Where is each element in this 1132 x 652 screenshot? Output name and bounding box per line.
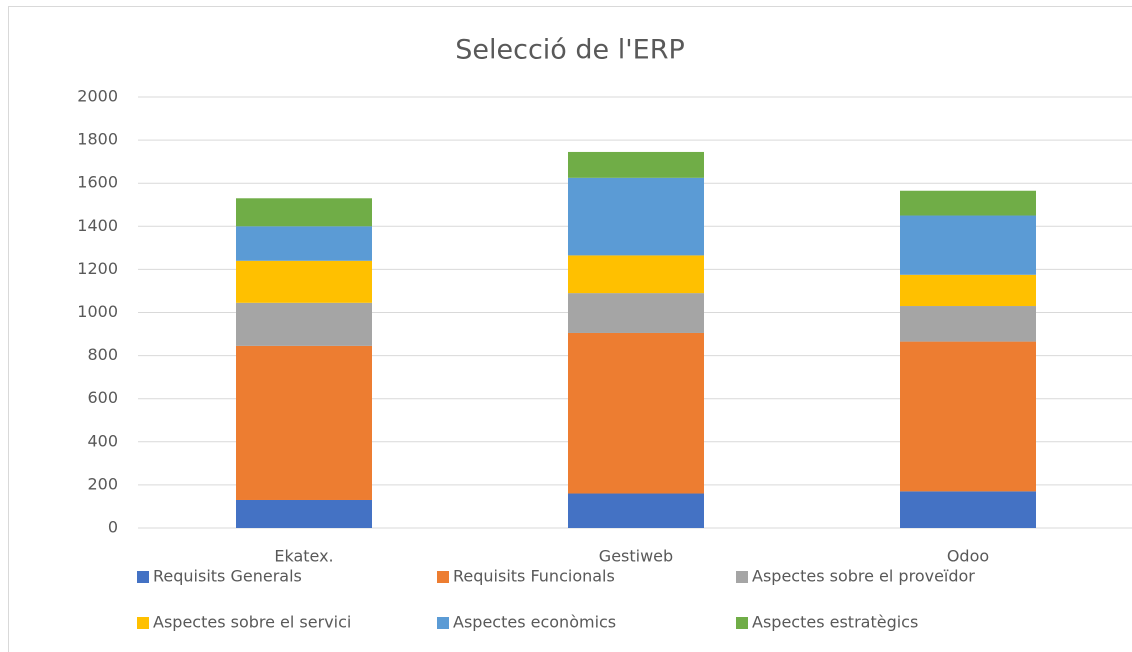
bar-segment <box>568 255 704 294</box>
legend-label: Aspectes econòmics <box>453 613 616 632</box>
bar-segment <box>236 302 372 346</box>
y-tick-label: 2000 <box>77 87 118 106</box>
y-tick-label: 1800 <box>77 130 118 149</box>
x-tick-label: Odoo <box>947 547 989 566</box>
bar-segment <box>568 293 704 333</box>
legend-swatch <box>437 617 449 629</box>
bar-segment <box>568 493 704 528</box>
bar-segment <box>900 215 1036 275</box>
bar-segment <box>236 198 372 227</box>
legend-label: Requisits Generals <box>153 567 302 586</box>
legend-label: Aspectes sobre el proveïdor <box>752 567 975 586</box>
bar-segment <box>900 491 1036 528</box>
legend-label: Aspectes estratègics <box>752 613 918 632</box>
legend-swatch <box>736 617 748 629</box>
y-tick-label: 1000 <box>77 302 118 321</box>
bar-segment <box>568 177 704 256</box>
bar-segment <box>900 341 1036 492</box>
bar-segment <box>236 499 372 528</box>
legend-label: Requisits Funcionals <box>453 567 615 586</box>
y-tick-label: 800 <box>87 345 118 364</box>
y-tick-label: 400 <box>87 431 118 450</box>
legend-swatch <box>137 617 149 629</box>
legend-swatch <box>137 571 149 583</box>
y-tick-label: 0 <box>108 518 118 537</box>
legend-swatch <box>437 571 449 583</box>
bar-segment <box>236 345 372 500</box>
legend-swatch <box>736 571 748 583</box>
legend-label: Aspectes sobre el servici <box>153 613 351 632</box>
y-tick-label: 1200 <box>77 259 118 278</box>
chart-title: Selecció de l'ERP <box>455 35 685 66</box>
bar-segment <box>236 260 372 303</box>
bar-segment <box>900 306 1036 342</box>
bar-segment <box>900 274 1036 307</box>
x-tick-label: Ekatex. <box>274 547 333 566</box>
y-tick-label: 600 <box>87 388 118 407</box>
bar-segment <box>236 226 372 261</box>
y-tick-label: 1400 <box>77 216 118 235</box>
y-tick-label: 200 <box>87 474 118 493</box>
bar-segment <box>568 151 704 178</box>
y-tick-label: 1600 <box>77 173 118 192</box>
bar-segment <box>568 332 704 494</box>
bar-segment <box>900 190 1036 216</box>
x-tick-label: Gestiweb <box>599 547 673 566</box>
